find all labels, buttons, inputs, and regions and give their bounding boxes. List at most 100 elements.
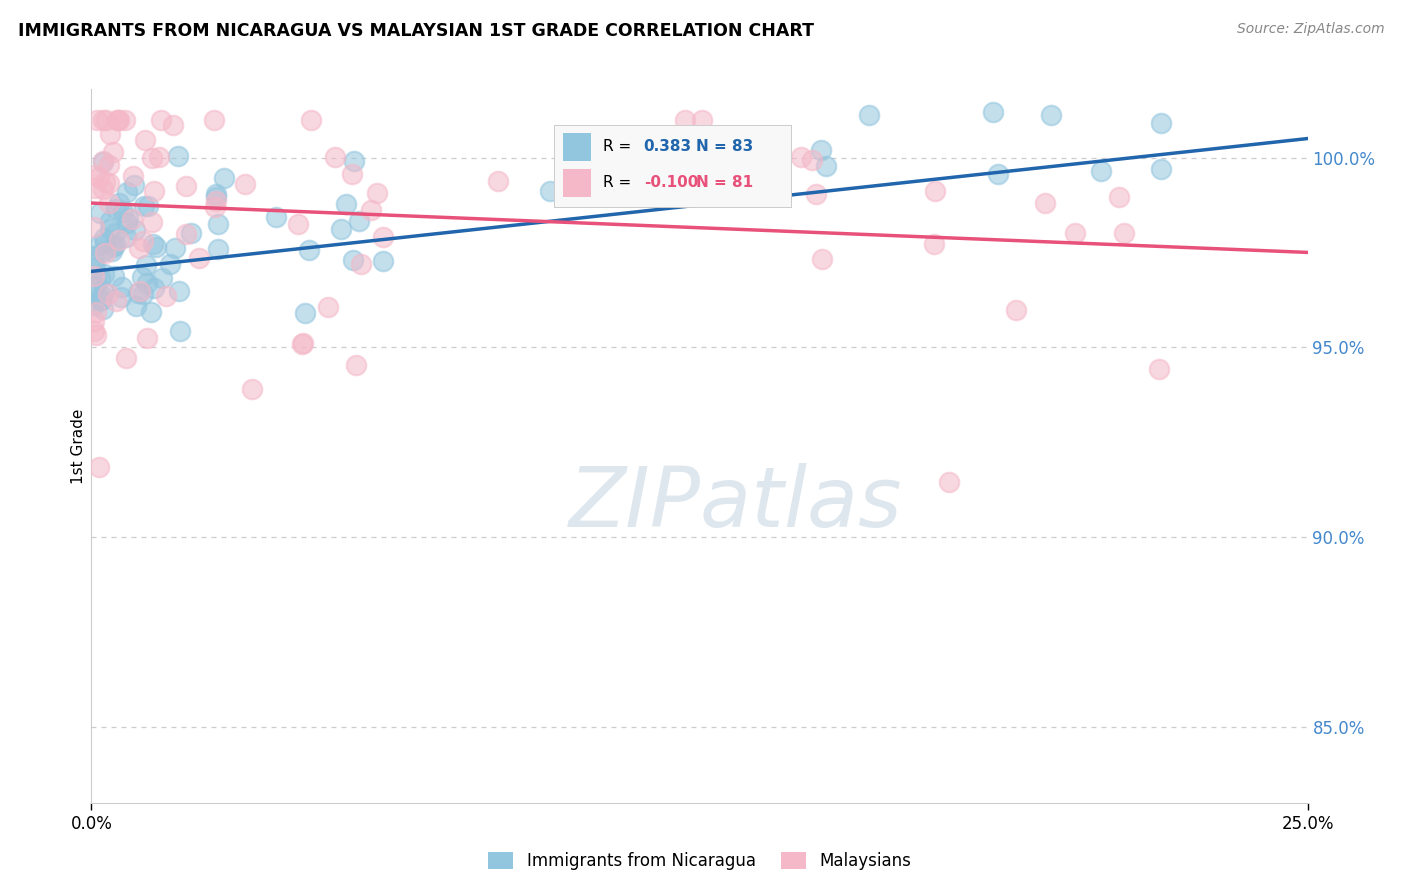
- Point: [142, 281, 165, 295]
- Point: [214, 170, 236, 185]
- Point: [373, 253, 395, 268]
- Bar: [562, 169, 592, 197]
- Point: [108, 233, 131, 247]
- Point: [1112, 226, 1135, 240]
- Text: N = 83: N = 83: [696, 139, 754, 153]
- Point: [159, 257, 181, 271]
- Point: [342, 253, 364, 268]
- Point: [1108, 190, 1130, 204]
- Point: [141, 215, 163, 229]
- Point: [135, 276, 157, 290]
- Point: [111, 280, 134, 294]
- Point: [115, 186, 138, 200]
- Point: [690, 112, 713, 127]
- Point: [1040, 107, 1063, 121]
- Point: [162, 119, 184, 133]
- Point: [90, 293, 112, 308]
- Point: [128, 241, 150, 255]
- Point: [1149, 161, 1171, 176]
- Point: [1004, 303, 1026, 318]
- Point: [922, 236, 945, 251]
- Point: [349, 214, 371, 228]
- Point: [169, 324, 191, 338]
- Point: [98, 214, 121, 228]
- Point: [180, 226, 202, 240]
- Point: [335, 196, 357, 211]
- Point: [673, 112, 696, 127]
- Point: [98, 222, 121, 236]
- Bar: [562, 133, 592, 161]
- Point: [83, 168, 105, 182]
- Point: [240, 382, 263, 396]
- Point: [105, 202, 128, 216]
- Point: [91, 302, 114, 317]
- Point: [167, 149, 190, 163]
- Point: [87, 169, 110, 184]
- Point: [801, 153, 824, 167]
- Text: Source: ZipAtlas.com: Source: ZipAtlas.com: [1237, 22, 1385, 37]
- Point: [148, 150, 170, 164]
- Point: [938, 475, 960, 489]
- Point: [107, 112, 129, 127]
- Point: [100, 128, 122, 142]
- Point: [91, 182, 114, 196]
- Point: [340, 167, 363, 181]
- Point: [104, 294, 127, 309]
- Point: [141, 151, 163, 165]
- Point: [91, 112, 114, 127]
- Point: [349, 257, 371, 271]
- Point: [91, 154, 114, 169]
- Text: ZIPatlas: ZIPatlas: [569, 463, 903, 543]
- Point: [145, 240, 167, 254]
- Point: [136, 198, 159, 212]
- Point: [122, 169, 145, 184]
- Point: [983, 105, 1005, 120]
- Point: [122, 178, 145, 192]
- Point: [98, 158, 121, 172]
- Point: [366, 186, 388, 200]
- Point: [103, 145, 125, 159]
- Point: [207, 242, 229, 256]
- Point: [124, 223, 146, 237]
- Point: [287, 217, 309, 231]
- Point: [150, 112, 173, 127]
- Point: [83, 181, 105, 195]
- Point: [84, 328, 107, 343]
- Point: [94, 246, 117, 260]
- Text: 0.383: 0.383: [644, 139, 692, 153]
- Point: [89, 206, 111, 220]
- Point: [810, 252, 832, 267]
- Point: [233, 178, 256, 192]
- Point: [124, 299, 146, 313]
- Point: [94, 112, 117, 127]
- Text: R =: R =: [603, 139, 637, 153]
- Point: [188, 251, 211, 265]
- Point: [83, 268, 105, 283]
- Point: [804, 187, 827, 202]
- Point: [134, 133, 156, 147]
- Point: [83, 314, 105, 328]
- Point: [94, 175, 117, 189]
- Point: [104, 238, 127, 252]
- Point: [135, 258, 157, 272]
- Point: [135, 331, 157, 345]
- Point: [291, 336, 314, 351]
- Point: [139, 305, 162, 319]
- Point: [107, 195, 129, 210]
- Point: [132, 199, 155, 213]
- Point: [150, 271, 173, 285]
- Point: [129, 285, 152, 299]
- Point: [858, 108, 880, 122]
- Y-axis label: 1st Grade: 1st Grade: [70, 409, 86, 483]
- Point: [344, 358, 367, 372]
- Point: [167, 284, 190, 298]
- Point: [98, 176, 121, 190]
- Point: [264, 210, 287, 224]
- Point: [117, 216, 139, 230]
- Point: [1149, 362, 1171, 376]
- Point: [83, 255, 105, 269]
- Point: [142, 237, 165, 252]
- Point: [298, 243, 321, 257]
- Point: [318, 300, 340, 314]
- Point: [810, 143, 832, 157]
